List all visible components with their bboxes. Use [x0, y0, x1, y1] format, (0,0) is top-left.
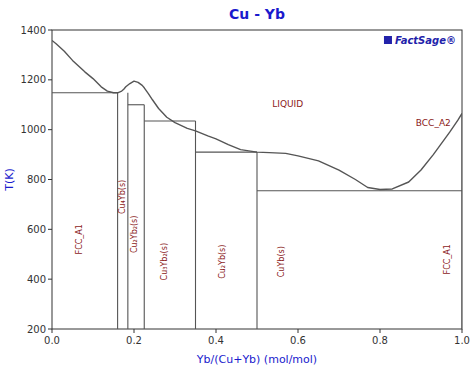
y-tick	[48, 229, 52, 230]
phase-boundary	[256, 152, 257, 329]
y-tick	[48, 179, 52, 180]
phase-label: FCC_A1	[443, 244, 452, 274]
phase-boundary	[52, 92, 118, 93]
phase-label: Cu₂Yb₂(s)	[130, 216, 139, 253]
y-tick-label: 1000	[21, 124, 46, 135]
logo-text: FactSage®	[395, 35, 456, 46]
phase-label: BCC_A2	[416, 118, 451, 128]
phase-boundary	[195, 121, 196, 329]
y-tick	[48, 279, 52, 280]
y-tick	[48, 329, 52, 330]
x-tick-label: 0.0	[44, 335, 60, 346]
phase-boundary	[461, 113, 462, 329]
phase-label: LIQUID	[272, 99, 303, 109]
phase-boundary	[196, 152, 258, 153]
phase-label: CuYb(s)	[277, 246, 286, 277]
x-tick	[380, 329, 381, 333]
phase-boundary	[127, 93, 128, 329]
x-tick	[134, 329, 135, 333]
phase-label: Cu₂Yb(s)	[218, 245, 227, 279]
y-tick-label: 1200	[21, 74, 46, 85]
phase-label: Cu₃Yb₂(s)	[160, 243, 169, 280]
phase-boundary	[128, 104, 144, 105]
x-tick-label: 1.0	[454, 335, 470, 346]
x-axis-label: Yb/(Cu+Yb) (mol/mol)	[196, 353, 317, 366]
phase-label: FCC_A1	[75, 224, 84, 254]
y-tick-label: 800	[27, 174, 46, 185]
y-tick	[48, 30, 52, 31]
x-tick-label: 0.2	[126, 335, 142, 346]
phase-boundary	[144, 105, 145, 329]
chart: 0.0 0.2 0.4 0.6 0.8 1.0 200 400 600 800 1000 1200 14…	[0, 0, 474, 373]
y-tick	[48, 129, 52, 130]
phase-label: Cu₄Yb(s)	[118, 180, 127, 214]
y-axis-label: T(K)	[3, 168, 16, 192]
x-tick-label: 0.8	[372, 335, 388, 346]
y-tick-label: 1400	[21, 25, 46, 36]
x-tick	[52, 329, 53, 333]
x-tick-label: 0.4	[208, 335, 224, 346]
phase-boundary	[144, 120, 195, 121]
x-tick	[462, 329, 463, 333]
x-tick-label: 0.6	[290, 335, 306, 346]
title: Cu - Yb	[229, 6, 285, 22]
y-tick-label: 400	[27, 274, 46, 285]
y-tick-label: 600	[27, 224, 46, 235]
plot-frame	[52, 30, 462, 329]
x-tick	[298, 329, 299, 333]
logo-icon	[384, 36, 392, 44]
plot-area	[52, 40, 462, 329]
x-tick	[216, 329, 217, 333]
y-tick-label: 200	[27, 324, 46, 335]
phase-boundary	[257, 190, 462, 191]
y-tick	[48, 79, 52, 80]
